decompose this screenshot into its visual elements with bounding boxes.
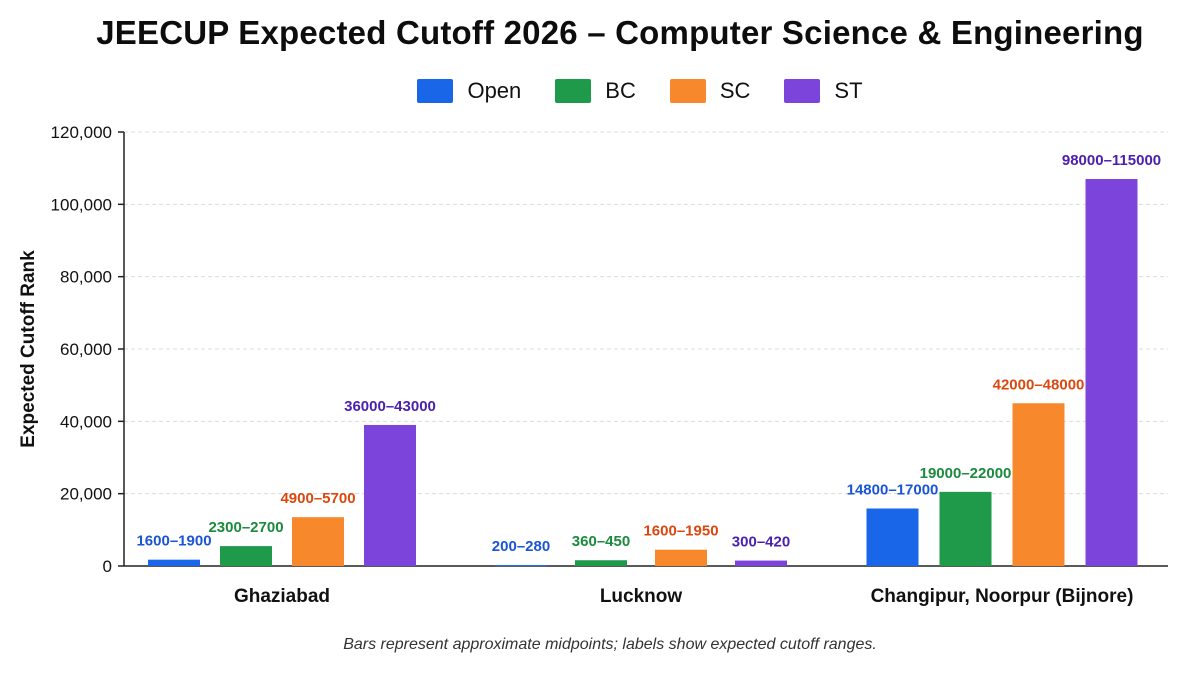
legend-swatch-open [417,79,454,103]
y-tick-label: 20,000 [60,485,112,504]
data-label: 19000–22000 [920,465,1012,482]
bar-open-1 [495,565,547,567]
data-label: 98000–115000 [1062,152,1161,169]
y-tick-label: 80,000 [60,268,112,287]
legend-swatch-st [784,79,821,103]
bar-bc-2 [939,491,992,566]
y-tick-label: 40,000 [60,412,112,431]
y-tick-label: 0 [103,557,112,576]
legend-label-st: ST [834,78,863,103]
chart-legend: Open BC SC ST [0,78,1200,104]
legend-label-bc: BC [605,78,636,103]
chart-footnote: Bars represent approximate midpoints; la… [343,636,877,653]
legend-item-st: ST [784,78,863,104]
bar-st-2 [1085,179,1138,566]
bar-sc-0 [292,517,344,566]
bar-open-0 [148,559,200,566]
bar-open-2 [866,508,919,566]
data-label: 36000–43000 [344,398,436,415]
data-label: 2300–2700 [208,519,283,536]
bar-sc-2 [1012,403,1065,566]
bar-bc-0 [220,546,272,566]
data-label: 300–420 [732,534,790,551]
x-category-label: Ghaziabad [234,586,330,607]
x-category-label: Lucknow [600,586,683,607]
y-tick-label: 60,000 [60,340,112,359]
data-label: 360–450 [572,533,630,550]
data-label: 1600–1900 [136,533,211,550]
bar-st-1 [735,560,787,566]
legend-label-sc: SC [719,78,751,103]
y-axis-title: Expected Cutoff Rank [18,250,39,448]
legend-swatch-sc [669,79,706,103]
y-tick-label: 100,000 [51,195,112,214]
data-label: 42000–48000 [993,376,1085,393]
bar-st-0 [364,424,416,566]
data-label: 14800–17000 [847,481,939,498]
data-label: 1600–1950 [643,523,718,540]
bar-bc-1 [575,560,627,566]
legend-swatch-bc [555,79,592,103]
data-label: 4900–5700 [280,490,355,507]
bar-sc-1 [655,549,707,566]
data-label: 200–280 [492,538,550,555]
legend-item-bc: BC [555,78,636,104]
x-category-label: Changipur, Noorpur (Bijnore) [871,586,1134,607]
legend-item-open: Open [417,78,521,104]
chart-title: JEECUP Expected Cutoff 2026 – Computer S… [96,14,1144,51]
legend-item-sc: SC [669,78,751,104]
y-tick-label: 120,000 [51,123,112,142]
legend-label-open: Open [467,78,522,103]
